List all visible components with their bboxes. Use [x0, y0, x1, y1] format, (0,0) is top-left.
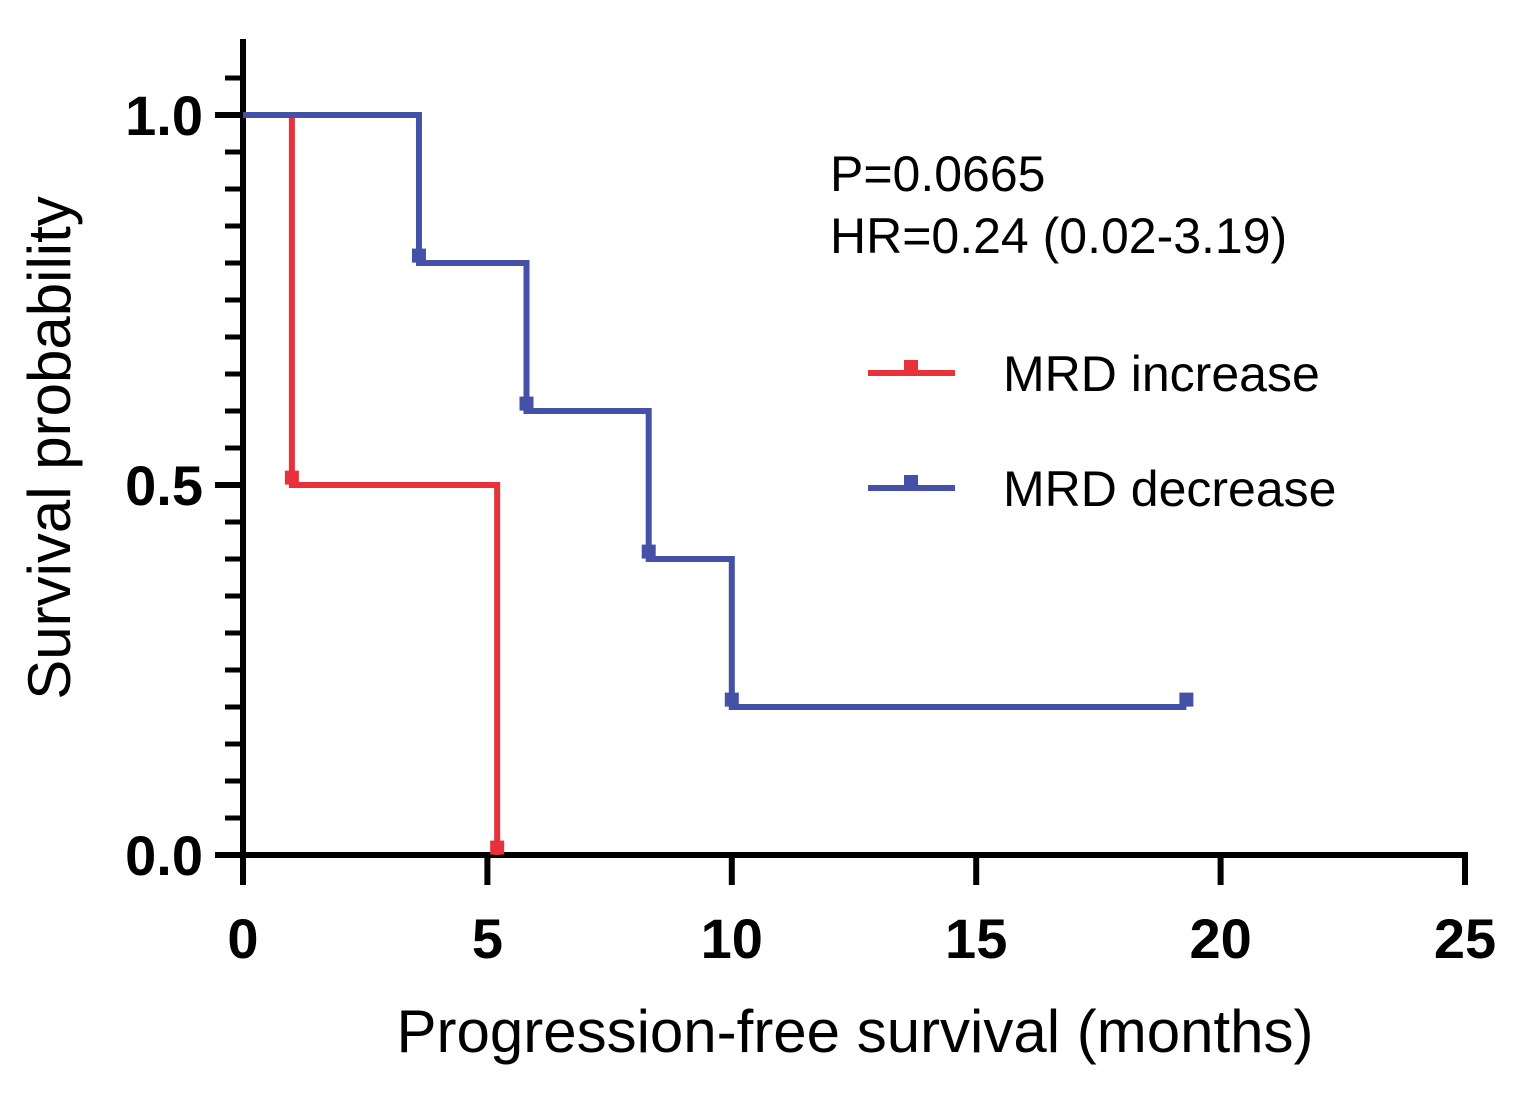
- x-tick-label: 5: [472, 907, 503, 970]
- series-line-mrd-increase: [243, 112, 501, 855]
- legend-label-mrd-decrease: MRD decrease: [1003, 461, 1336, 517]
- censor-mark-mrd-decrease: [1179, 692, 1194, 707]
- x-tick-label: 20: [1189, 907, 1251, 970]
- legend-marker-mrd-increase: [904, 360, 918, 374]
- legend-item-mrd-decrease: MRD decrease: [868, 461, 1336, 517]
- censor-mark-mrd-decrease: [411, 248, 426, 263]
- series-layer: [243, 112, 1194, 855]
- y-tick-label: 1.0: [125, 84, 203, 147]
- legend-item-mrd-increase: MRD increase: [868, 346, 1320, 402]
- series-line-mrd-decrease: [243, 112, 1187, 710]
- hazard-ratio-annotation: HR=0.24 (0.02-3.19): [830, 208, 1287, 264]
- p-value-annotation: P=0.0665: [830, 146, 1045, 202]
- x-tick-label: 25: [1434, 907, 1496, 970]
- censor-mark-mrd-increase: [284, 470, 299, 485]
- censor-mark-mrd-decrease: [641, 544, 656, 559]
- x-tick-label: 15: [945, 907, 1007, 970]
- censor-mark-mrd-decrease: [724, 692, 739, 707]
- y-tick-label: 0.5: [125, 454, 203, 517]
- x-tick-label: 10: [701, 907, 763, 970]
- legend-marker-mrd-decrease: [904, 475, 918, 489]
- legend-label-mrd-increase: MRD increase: [1003, 346, 1320, 402]
- y-axis-title: Survival probability: [16, 196, 83, 700]
- y-axis-ticks: 0.0 0.5 1.0: [125, 75, 243, 887]
- censor-mark-mrd-decrease: [519, 396, 534, 411]
- x-axis-ticks: 0 5 10 15 20 25: [227, 855, 1496, 970]
- legend: MRD increase MRD decrease: [868, 346, 1336, 517]
- x-tick-label: 0: [227, 907, 258, 970]
- censor-mark-mrd-increase: [490, 840, 505, 855]
- x-axis-title: Progression-free survival (months): [397, 998, 1314, 1065]
- y-tick-label: 0.0: [125, 824, 203, 887]
